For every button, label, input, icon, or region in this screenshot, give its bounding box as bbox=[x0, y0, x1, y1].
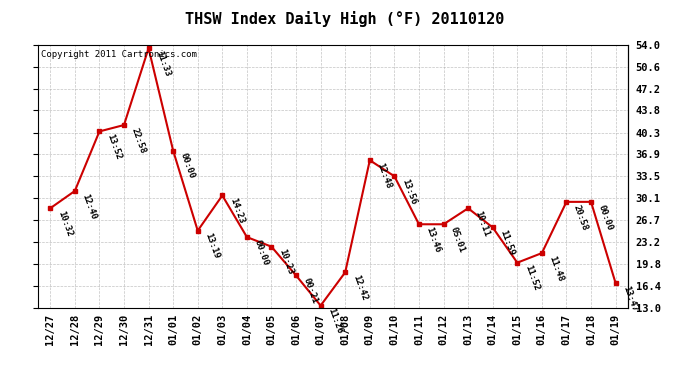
Text: 11:33: 11:33 bbox=[154, 50, 172, 78]
Text: 22:58: 22:58 bbox=[130, 126, 147, 155]
Text: 13:56: 13:56 bbox=[400, 178, 417, 206]
Text: 11:59: 11:59 bbox=[498, 229, 516, 257]
Text: 05:01: 05:01 bbox=[449, 226, 466, 254]
Text: 11:48: 11:48 bbox=[547, 255, 565, 283]
Text: 00:00: 00:00 bbox=[253, 238, 270, 267]
Text: Copyright 2011 Cartronics.com: Copyright 2011 Cartronics.com bbox=[41, 50, 197, 59]
Text: 14:23: 14:23 bbox=[228, 197, 246, 225]
Text: 13:46: 13:46 bbox=[424, 226, 442, 254]
Text: 10:23: 10:23 bbox=[277, 248, 295, 276]
Text: 10:11: 10:11 bbox=[473, 210, 491, 238]
Text: 11:52: 11:52 bbox=[523, 264, 540, 292]
Text: 12:48: 12:48 bbox=[375, 162, 393, 190]
Text: 20:58: 20:58 bbox=[572, 203, 590, 232]
Text: 10:32: 10:32 bbox=[56, 210, 73, 238]
Text: 12:40: 12:40 bbox=[80, 192, 98, 221]
Text: 00:21: 00:21 bbox=[302, 277, 319, 305]
Text: 00:00: 00:00 bbox=[597, 203, 614, 232]
Text: 13:47: 13:47 bbox=[621, 285, 639, 313]
Text: 12:42: 12:42 bbox=[351, 274, 368, 302]
Text: 00:00: 00:00 bbox=[179, 152, 197, 180]
Text: 11:26: 11:26 bbox=[326, 307, 344, 335]
Text: 13:52: 13:52 bbox=[105, 133, 123, 161]
Text: 13:19: 13:19 bbox=[204, 232, 221, 260]
Text: THSW Index Daily High (°F) 20110120: THSW Index Daily High (°F) 20110120 bbox=[186, 11, 504, 27]
